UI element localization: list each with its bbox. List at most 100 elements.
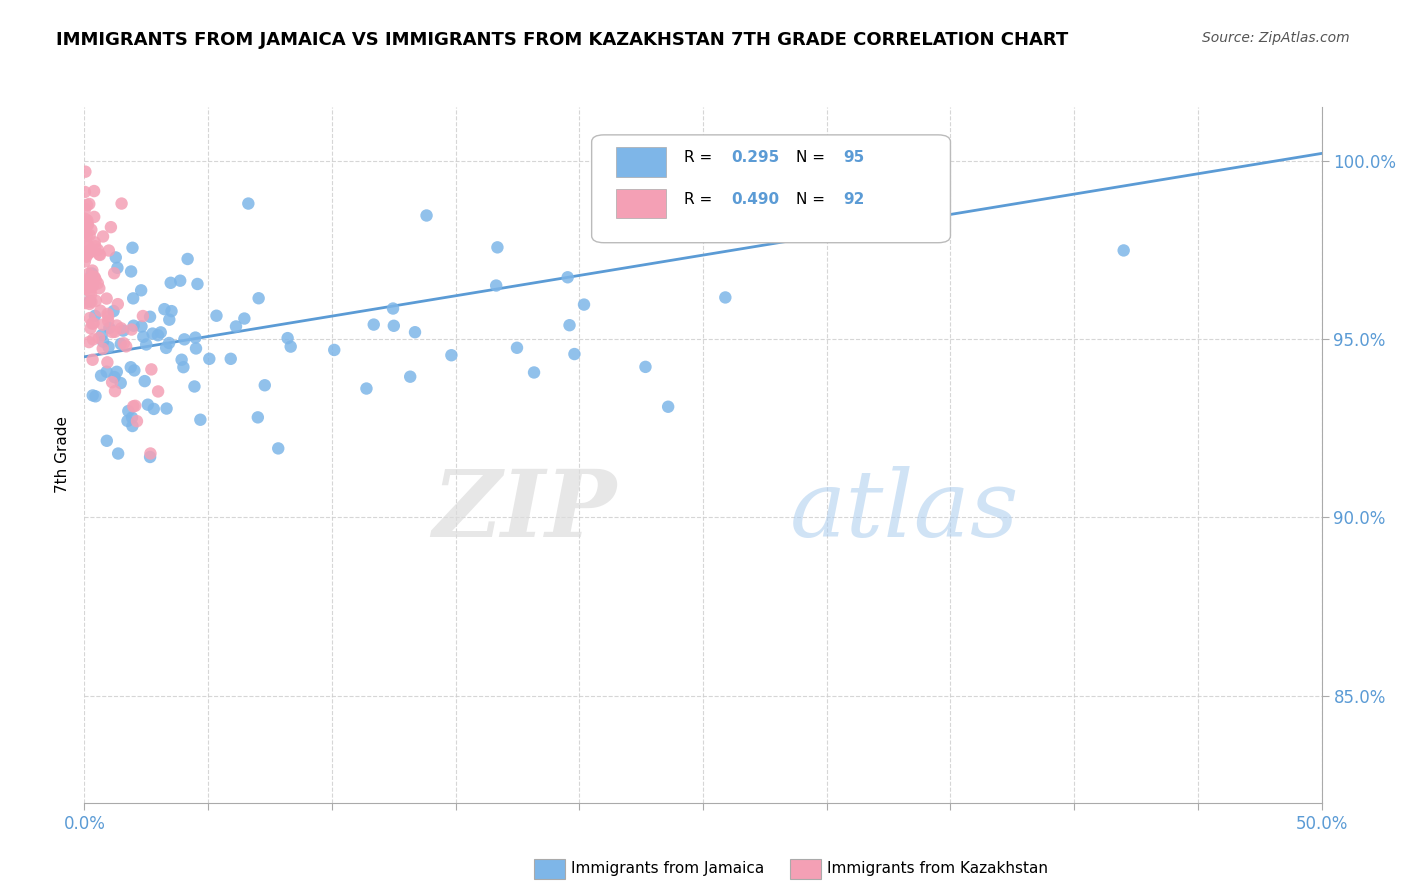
Point bbox=[153, 302, 176, 317]
Point bbox=[172, 360, 194, 375]
Point bbox=[76, 279, 98, 293]
Point bbox=[80, 243, 103, 257]
Point bbox=[76, 198, 98, 212]
Point bbox=[110, 321, 132, 335]
Point bbox=[79, 321, 101, 335]
Point bbox=[134, 374, 156, 388]
Point bbox=[115, 339, 138, 353]
Point bbox=[84, 293, 107, 308]
Point bbox=[83, 316, 105, 330]
Point bbox=[141, 362, 163, 376]
Point bbox=[139, 310, 162, 324]
Point bbox=[73, 215, 96, 229]
Point bbox=[173, 332, 195, 346]
Point bbox=[98, 321, 121, 335]
Y-axis label: 7th Grade: 7th Grade bbox=[55, 417, 70, 493]
Point bbox=[121, 322, 143, 336]
Point bbox=[79, 285, 101, 299]
Point bbox=[277, 331, 299, 345]
Point bbox=[634, 359, 657, 374]
Point bbox=[73, 254, 96, 268]
Point bbox=[122, 400, 145, 414]
Point bbox=[77, 279, 100, 293]
Point bbox=[564, 347, 586, 361]
Point bbox=[87, 277, 110, 291]
Point bbox=[105, 365, 128, 379]
Point bbox=[657, 400, 679, 414]
Point bbox=[146, 384, 169, 399]
Point bbox=[117, 414, 139, 428]
Point bbox=[73, 281, 96, 295]
Point bbox=[76, 237, 98, 252]
Point bbox=[110, 337, 132, 351]
Point bbox=[73, 296, 96, 310]
FancyBboxPatch shape bbox=[616, 147, 666, 177]
Point bbox=[121, 241, 143, 255]
Point bbox=[107, 297, 129, 311]
Point bbox=[80, 272, 103, 286]
Point bbox=[97, 314, 120, 328]
Point bbox=[170, 352, 193, 367]
Point bbox=[75, 246, 97, 260]
Point bbox=[82, 388, 104, 402]
Point bbox=[678, 216, 700, 230]
Point bbox=[83, 184, 105, 198]
Point bbox=[155, 341, 177, 355]
Point bbox=[75, 250, 97, 264]
Text: IMMIGRANTS FROM JAMAICA VS IMMIGRANTS FROM KAZAKHSTAN 7TH GRADE CORRELATION CHAR: IMMIGRANTS FROM JAMAICA VS IMMIGRANTS FR… bbox=[56, 31, 1069, 49]
Point bbox=[84, 309, 107, 323]
Point bbox=[84, 389, 107, 403]
Point bbox=[399, 369, 422, 384]
Point bbox=[219, 351, 242, 366]
Point bbox=[121, 419, 143, 434]
Point bbox=[79, 280, 101, 294]
Point bbox=[87, 243, 110, 257]
Point bbox=[238, 196, 260, 211]
Point bbox=[112, 324, 135, 338]
Point bbox=[124, 363, 146, 377]
Point bbox=[79, 311, 101, 326]
Point bbox=[506, 341, 529, 355]
Point bbox=[83, 235, 105, 250]
Point bbox=[233, 311, 256, 326]
Point bbox=[183, 379, 205, 393]
Point bbox=[80, 267, 103, 281]
Point bbox=[80, 295, 103, 310]
Point bbox=[382, 301, 405, 316]
Point bbox=[103, 304, 125, 318]
Point bbox=[112, 336, 135, 351]
Point bbox=[104, 251, 127, 265]
Point bbox=[714, 290, 737, 304]
Point bbox=[247, 291, 270, 305]
Point bbox=[159, 276, 181, 290]
Point bbox=[97, 244, 120, 258]
Point bbox=[73, 185, 96, 199]
Point bbox=[120, 360, 142, 375]
Point bbox=[558, 318, 581, 333]
Text: R =: R = bbox=[685, 192, 717, 207]
Point bbox=[75, 202, 97, 216]
Point bbox=[101, 325, 124, 339]
Point bbox=[89, 281, 111, 295]
Point bbox=[157, 312, 180, 326]
Point bbox=[169, 274, 191, 288]
Point bbox=[79, 294, 101, 309]
Point bbox=[253, 378, 276, 392]
Point bbox=[160, 304, 183, 318]
Point bbox=[104, 384, 127, 399]
Point bbox=[267, 442, 290, 456]
Point bbox=[100, 220, 122, 235]
Point bbox=[75, 164, 97, 178]
Point bbox=[77, 335, 100, 350]
Point bbox=[91, 229, 114, 244]
Point bbox=[176, 252, 198, 266]
Point bbox=[572, 297, 595, 311]
Point bbox=[225, 319, 247, 334]
Point bbox=[415, 209, 437, 223]
Point bbox=[96, 434, 118, 448]
Point bbox=[96, 292, 118, 306]
Point bbox=[82, 244, 104, 259]
Point bbox=[280, 340, 302, 354]
Point bbox=[73, 272, 96, 286]
Point bbox=[77, 239, 100, 253]
